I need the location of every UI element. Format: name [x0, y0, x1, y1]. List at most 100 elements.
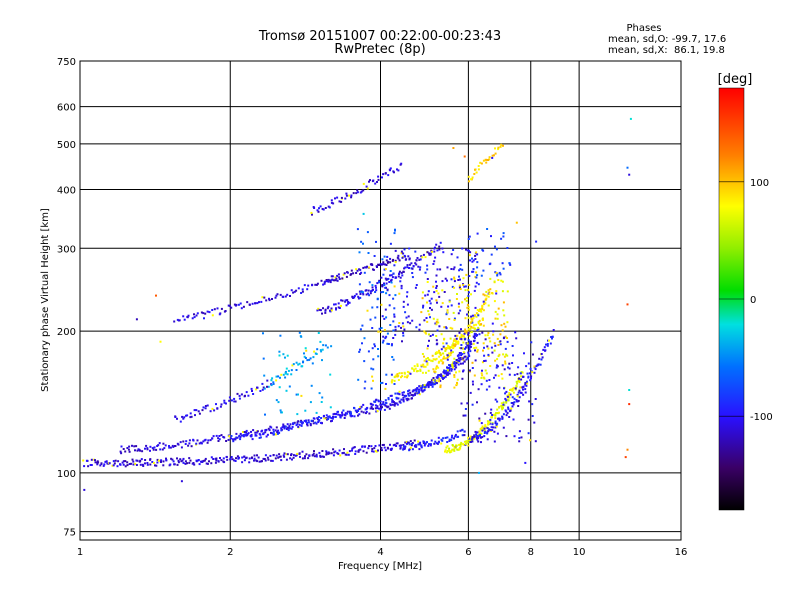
echo-point: [467, 316, 470, 319]
echo-point: [479, 434, 481, 437]
echo-point: [498, 386, 501, 389]
echo-point: [262, 357, 265, 360]
echo-point: [411, 394, 414, 397]
echo-point: [309, 422, 312, 425]
echo-point: [471, 314, 474, 317]
echo-point: [236, 436, 239, 439]
echo-point: [486, 228, 489, 230]
echo-point: [271, 459, 274, 462]
echo-point: [279, 376, 281, 379]
echo-point: [190, 445, 193, 448]
echo-point: [493, 430, 496, 433]
echo-point: [480, 432, 483, 435]
echo-point: [441, 352, 444, 355]
echo-point: [502, 353, 505, 356]
echo-point: [389, 261, 392, 264]
echo-point: [402, 400, 405, 403]
echo-point: [373, 255, 376, 257]
echo-point: [280, 373, 283, 376]
echo-point: [394, 325, 397, 328]
echo-point: [353, 407, 356, 410]
echo-point: [453, 445, 456, 448]
echo-point: [453, 449, 456, 452]
echo-point: [480, 376, 483, 379]
echo-point: [397, 397, 400, 400]
echo-point: [459, 268, 462, 271]
echo-point: [512, 391, 515, 394]
echo-point: [395, 445, 398, 447]
echo-point: [470, 178, 473, 181]
echo-point: [413, 365, 416, 368]
echo-point: [366, 406, 369, 409]
echo-point: [458, 359, 461, 362]
echo-point: [486, 334, 489, 337]
echo-point: [272, 383, 275, 385]
echo-point: [519, 386, 522, 389]
echo-point: [238, 397, 241, 400]
echo-point: [492, 333, 495, 336]
echo-point: [394, 294, 397, 297]
echo-point: [235, 436, 238, 439]
echo-point: [428, 252, 431, 255]
echo-point: [334, 276, 337, 279]
echo-point: [338, 278, 341, 280]
echo-point: [456, 383, 459, 386]
echo-point: [540, 358, 543, 361]
echo-point: [246, 433, 249, 436]
echo-point: [452, 311, 455, 314]
echo-point: [446, 445, 449, 448]
echo-point: [194, 414, 196, 417]
echo-point: [418, 448, 421, 451]
echo-point: [432, 263, 435, 265]
echo-point: [382, 339, 385, 342]
echo-point: [470, 331, 473, 334]
echo-point: [357, 450, 360, 453]
echo-point: [444, 449, 447, 452]
echo-point: [498, 353, 501, 356]
echo-point: [159, 448, 162, 451]
echo-point: [271, 432, 274, 435]
echo-point: [454, 334, 457, 337]
echo-point: [477, 321, 480, 323]
echo-point: [245, 456, 248, 459]
echo-point: [520, 371, 523, 374]
echo-point: [483, 429, 486, 432]
echo-point: [414, 444, 417, 447]
echo-point: [153, 446, 156, 449]
echo-point: [455, 298, 458, 300]
echo-point: [203, 317, 205, 320]
echo-point: [487, 332, 490, 334]
echo-point: [307, 284, 310, 287]
echo-point: [505, 399, 508, 402]
echo-point: [385, 335, 388, 338]
echo-point: [471, 361, 474, 364]
echo-point: [467, 175, 470, 178]
echo-point: [515, 380, 518, 383]
echo-point: [481, 429, 484, 432]
echo-point: [376, 405, 379, 408]
echo-point: [283, 452, 286, 455]
data-points: [82, 117, 632, 491]
y-tick-label: 100: [57, 469, 76, 480]
echo-point: [448, 451, 451, 454]
echo-point: [461, 247, 464, 250]
echo-point: [534, 440, 537, 443]
echo-point: [215, 459, 218, 462]
echo-point: [329, 281, 332, 284]
echo-point: [431, 250, 433, 253]
echo-point: [494, 422, 497, 425]
echo-point: [391, 403, 394, 406]
echo-point: [225, 455, 228, 458]
echo-point: [378, 279, 381, 282]
echo-point: [433, 260, 436, 263]
echo-point: [326, 307, 329, 310]
echo-point: [398, 400, 401, 403]
echo-point: [447, 344, 450, 347]
echo-point: [145, 444, 148, 447]
echo-point: [497, 148, 500, 151]
echo-point: [494, 417, 497, 420]
echo-point: [434, 322, 437, 325]
echo-point: [160, 459, 163, 462]
echo-point: [445, 342, 448, 345]
echo-point: [476, 253, 479, 256]
